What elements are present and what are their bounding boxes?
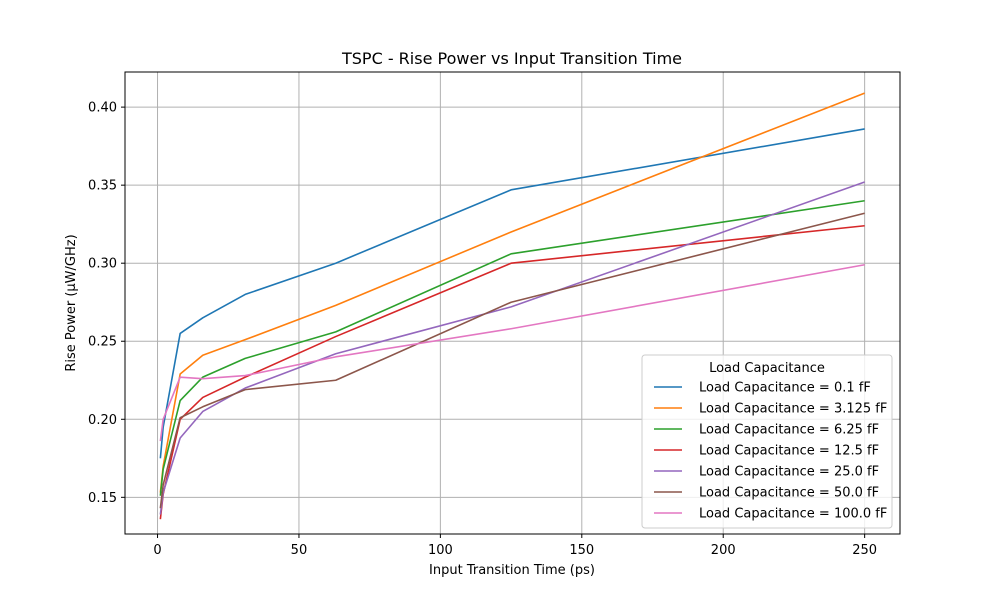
legend-box [641,354,893,529]
x-tick-label: 50 [291,543,308,558]
legend-entry-label: Load Capacitance = 100.0 fF [699,507,887,522]
legend-entry-label: Load Capacitance = 6.25 fF [699,423,879,438]
legend-entry-label: Load Capacitance = 25.0 fF [699,465,879,480]
series-line-1 [159,92,865,493]
legend: Load Capacitance Load Capacitance = 0.1 … [641,354,893,529]
legend-title: Load Capacitance [709,361,825,376]
legend-entry-label: Load Capacitance = 3.125 fF [699,402,887,417]
y-tick-label: 0.20 [88,413,117,428]
chart-title: TSPC - Rise Power vs Input Transition Ti… [341,49,682,68]
plot-frame [124,71,901,535]
y-tick-label: 0.40 [88,101,117,116]
legend-entry-label: Load Capacitance = 12.5 fF [699,444,879,459]
x-tick-label: 150 [569,543,594,558]
series-line-2 [159,199,865,496]
grid-lines [125,72,900,534]
y-tick-label: 0.15 [88,491,117,506]
series-line-6 [159,263,865,442]
y-tick-label: 0.25 [88,335,117,350]
series-line-5 [159,212,865,509]
axis-ticks: 0 50 100 150 200 250 0.15 0.20 0.25 0.30 0.35 0.40 [88,101,877,558]
x-tick-label: 200 [711,543,736,558]
y-tick-label: 0.35 [88,179,117,194]
legend-entry-label: Load Capacitance = 50.0 fF [699,486,879,501]
x-tick-label: 250 [852,543,877,558]
x-tick-label: 100 [428,543,453,558]
legend-entry-label: Load Capacitance = 0.1 fF [699,381,871,396]
y-axis-label: Rise Power (µW/GHz) [64,234,79,371]
x-tick-label: 0 [153,543,161,558]
series-lines [159,92,865,520]
x-axis-label: Input Transition Time (ps) [429,563,595,578]
y-tick-label: 0.30 [88,257,117,272]
